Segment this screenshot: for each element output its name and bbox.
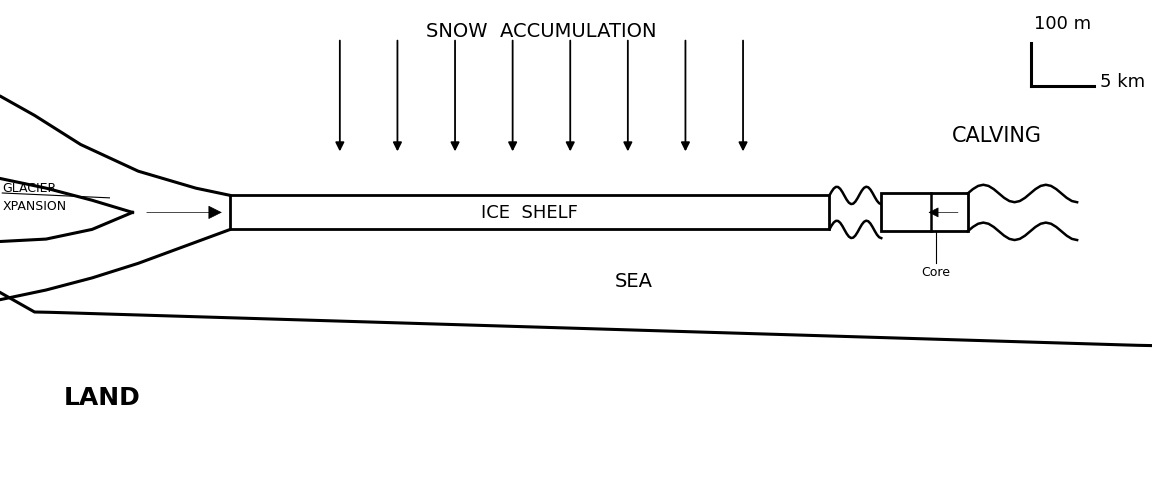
Text: GLACIER: GLACIER — [2, 182, 56, 194]
Text: XPANSION: XPANSION — [2, 199, 67, 212]
Text: SNOW  ACCUMULATION: SNOW ACCUMULATION — [426, 22, 657, 41]
Text: ICE  SHELF: ICE SHELF — [482, 204, 578, 222]
Text: SEA: SEA — [615, 271, 652, 290]
Bar — [881, 194, 968, 232]
Text: 5 km: 5 km — [1100, 73, 1145, 91]
Text: Core: Core — [922, 266, 950, 279]
Bar — [230, 196, 829, 230]
Text: 100 m: 100 m — [1034, 15, 1091, 32]
Text: CALVING: CALVING — [952, 125, 1041, 146]
Text: LAND: LAND — [63, 385, 141, 409]
